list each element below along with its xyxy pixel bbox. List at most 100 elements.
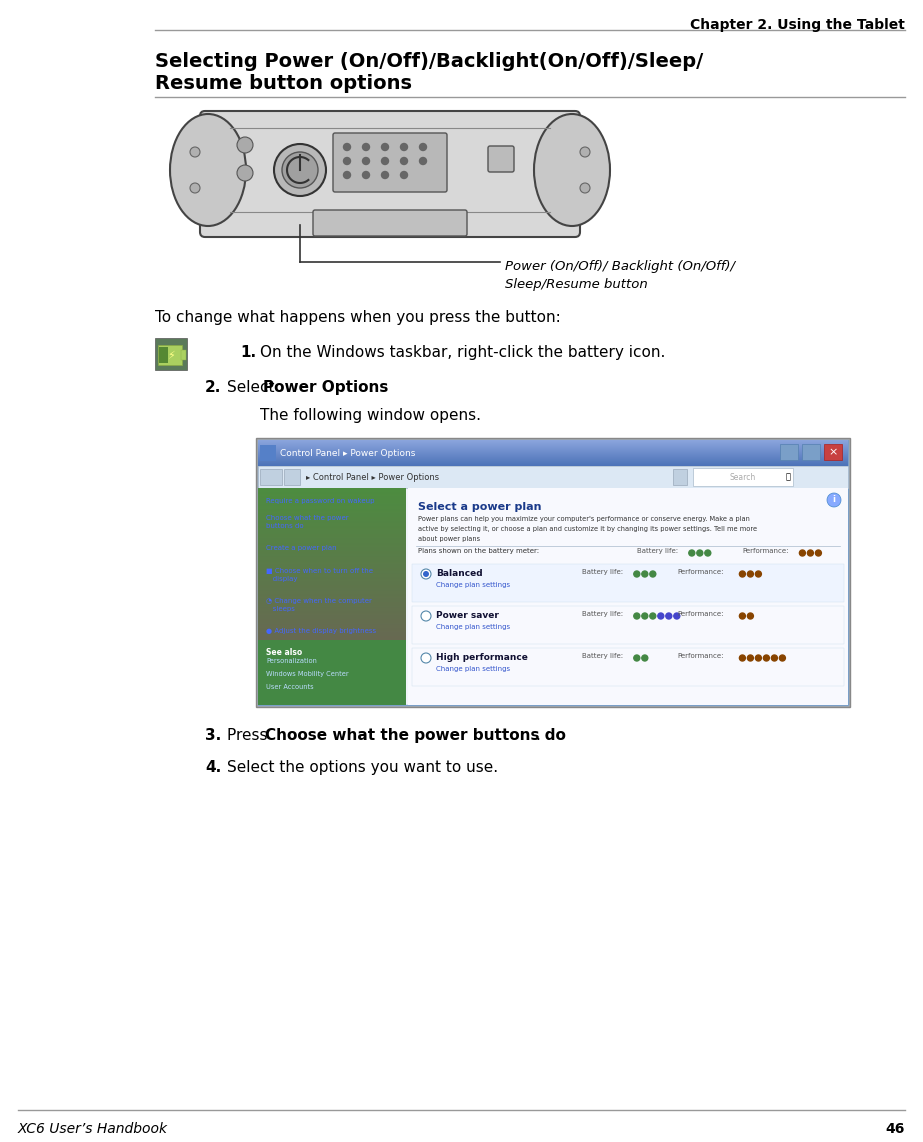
Circle shape	[343, 171, 351, 178]
Circle shape	[237, 137, 253, 153]
Bar	[412, 564, 844, 602]
Text: Select a power plan: Select a power plan	[418, 502, 542, 512]
Circle shape	[755, 571, 761, 577]
Circle shape	[421, 569, 431, 579]
Circle shape	[815, 550, 821, 556]
Text: Power saver: Power saver	[436, 611, 498, 620]
Text: Plans shown on the battery meter:: Plans shown on the battery meter:	[418, 548, 539, 554]
Circle shape	[363, 158, 369, 164]
Text: Change plan settings: Change plan settings	[436, 582, 510, 588]
Text: Change plan settings: Change plan settings	[436, 624, 510, 630]
Text: Performance:: Performance:	[677, 653, 724, 659]
Circle shape	[419, 144, 426, 151]
Text: Performance:: Performance:	[742, 548, 789, 554]
Text: The following window opens.: The following window opens.	[260, 408, 481, 423]
Circle shape	[755, 656, 761, 661]
Circle shape	[808, 550, 813, 556]
Bar	[260, 445, 276, 461]
Circle shape	[827, 493, 841, 507]
Circle shape	[697, 550, 702, 556]
Text: Resume button options: Resume button options	[155, 74, 412, 93]
Circle shape	[381, 158, 389, 164]
Circle shape	[580, 147, 590, 156]
Text: Choose what the power buttons do: Choose what the power buttons do	[265, 727, 566, 743]
FancyBboxPatch shape	[488, 146, 514, 172]
Circle shape	[274, 144, 326, 196]
Circle shape	[641, 571, 648, 577]
Text: Balanced: Balanced	[436, 569, 483, 578]
Text: Battery life:: Battery life:	[581, 653, 623, 659]
Circle shape	[423, 571, 429, 577]
Bar	[258, 440, 848, 705]
Bar	[802, 444, 820, 460]
Circle shape	[343, 144, 351, 151]
Circle shape	[363, 144, 369, 151]
Circle shape	[401, 171, 407, 178]
Circle shape	[421, 653, 431, 664]
Text: XC6 User’s Handbook: XC6 User’s Handbook	[18, 1121, 168, 1136]
Text: i: i	[833, 496, 835, 505]
Circle shape	[763, 656, 770, 661]
Text: Performance:: Performance:	[677, 611, 724, 617]
Circle shape	[634, 571, 640, 577]
Text: Change plan settings: Change plan settings	[436, 666, 510, 671]
FancyBboxPatch shape	[313, 210, 467, 236]
Text: Press: Press	[227, 727, 272, 743]
Circle shape	[658, 613, 664, 619]
Circle shape	[190, 147, 200, 156]
Circle shape	[689, 550, 695, 556]
Circle shape	[674, 613, 680, 619]
Bar	[824, 444, 842, 460]
Circle shape	[237, 164, 253, 180]
Text: Control Panel ▸ Power Options: Control Panel ▸ Power Options	[280, 449, 415, 458]
Text: .: .	[368, 380, 373, 395]
Bar	[412, 606, 844, 644]
Text: Battery life:: Battery life:	[581, 569, 623, 576]
Circle shape	[748, 571, 753, 577]
Text: Power (On/Off)/ Backlight (On/Off)/
Sleep/Resume button: Power (On/Off)/ Backlight (On/Off)/ Slee…	[505, 260, 735, 291]
Bar	[256, 439, 850, 707]
Bar	[673, 469, 687, 485]
Text: 4.: 4.	[205, 759, 222, 775]
Circle shape	[401, 158, 407, 164]
Text: Performance:: Performance:	[677, 569, 724, 576]
Circle shape	[634, 613, 640, 619]
Text: User Accounts: User Accounts	[266, 684, 314, 690]
Text: 46: 46	[886, 1121, 905, 1136]
Circle shape	[650, 613, 656, 619]
Text: Power Options: Power Options	[263, 380, 389, 395]
Text: Select the options you want to use.: Select the options you want to use.	[227, 759, 498, 775]
Bar	[408, 488, 848, 705]
Circle shape	[641, 613, 648, 619]
Bar	[158, 345, 182, 365]
Circle shape	[421, 611, 431, 621]
Text: ● Adjust the display brightness: ● Adjust the display brightness	[266, 628, 377, 634]
Text: Personalization: Personalization	[266, 658, 317, 664]
Circle shape	[401, 144, 407, 151]
Text: Search: Search	[730, 473, 756, 482]
FancyBboxPatch shape	[200, 111, 580, 238]
Circle shape	[799, 550, 806, 556]
Text: 3.: 3.	[205, 727, 222, 743]
Circle shape	[641, 656, 648, 661]
Circle shape	[363, 171, 369, 178]
Circle shape	[748, 656, 753, 661]
Circle shape	[739, 613, 746, 619]
Text: 1.: 1.	[240, 345, 256, 360]
Ellipse shape	[534, 114, 610, 226]
Text: Selecting Power (On/Off)/Backlight(On/Off)/Sleep/: Selecting Power (On/Off)/Backlight(On/Of…	[155, 53, 703, 71]
Bar	[155, 338, 187, 370]
Text: High performance: High performance	[436, 653, 528, 662]
Circle shape	[343, 158, 351, 164]
Text: Power plans can help you maximize your computer's performance or conserve energy: Power plans can help you maximize your c…	[418, 516, 749, 522]
FancyBboxPatch shape	[333, 132, 447, 192]
Text: Choose what the power
buttons do: Choose what the power buttons do	[266, 515, 349, 529]
Text: ⚡: ⚡	[167, 351, 174, 361]
Bar	[260, 469, 282, 485]
Text: On the Windows taskbar, right-click the battery icon.: On the Windows taskbar, right-click the …	[260, 345, 665, 360]
Text: Windows Mobility Center: Windows Mobility Center	[266, 671, 349, 677]
Text: Require a password on wakeup: Require a password on wakeup	[266, 498, 375, 504]
Circle shape	[739, 571, 746, 577]
Circle shape	[381, 171, 389, 178]
Text: See also: See also	[266, 648, 302, 657]
